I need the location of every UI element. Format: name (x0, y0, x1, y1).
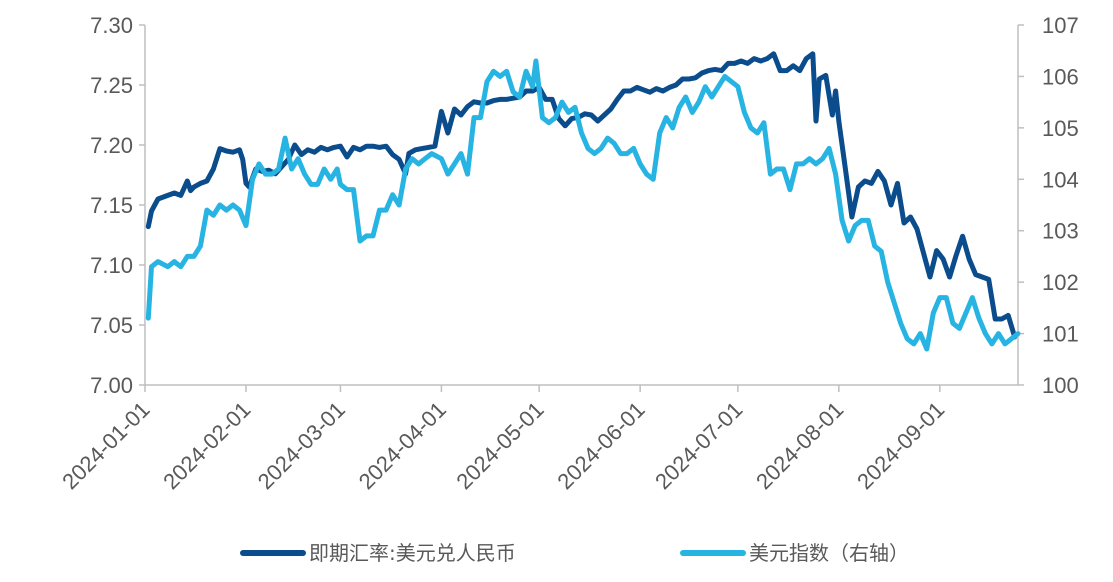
left-tick-label: 7.00 (90, 373, 133, 398)
x-tick-label: 2024-01-01 (57, 397, 154, 494)
x-tick-label: 2024-06-01 (552, 397, 649, 494)
left-tick-label: 7.30 (90, 13, 133, 38)
right-tick-label: 106 (1042, 64, 1079, 89)
right-tick-label: 107 (1042, 13, 1079, 38)
series-line-2 (145, 58, 1021, 352)
right-tick-label: 101 (1042, 322, 1079, 347)
left-tick-label: 7.20 (90, 133, 133, 158)
left-tick-label: 7.25 (90, 73, 133, 98)
chart-legend: 即期汇率:美元兑人民币 美元指数（右轴） (240, 541, 909, 565)
x-tick-label: 2024-09-01 (852, 397, 949, 494)
x-tick-label: 2024-05-01 (451, 397, 548, 494)
x-tick-label: 2024-07-01 (650, 397, 747, 494)
right-tick-label: 100 (1042, 373, 1079, 398)
left-tick-label: 7.10 (90, 253, 133, 278)
x-tick-label: 2024-04-01 (354, 397, 451, 494)
left-tick-label: 7.15 (90, 193, 133, 218)
series-line-1 (145, 51, 1018, 340)
x-tick-label: 2024-03-01 (253, 397, 350, 494)
right-tick-label: 105 (1042, 116, 1079, 141)
x-tick-label: 2024-08-01 (751, 397, 848, 494)
x-tick-label: 2024-02-01 (158, 397, 255, 494)
legend-label-2: 美元指数（右轴） (749, 541, 909, 565)
right-tick-label: 104 (1042, 167, 1079, 192)
left-tick-label: 7.05 (90, 313, 133, 338)
legend-label-1: 即期汇率:美元兑人民币 (309, 541, 516, 565)
right-tick-label: 102 (1042, 270, 1079, 295)
series-layer (145, 51, 1021, 352)
right-tick-label: 103 (1042, 219, 1079, 244)
